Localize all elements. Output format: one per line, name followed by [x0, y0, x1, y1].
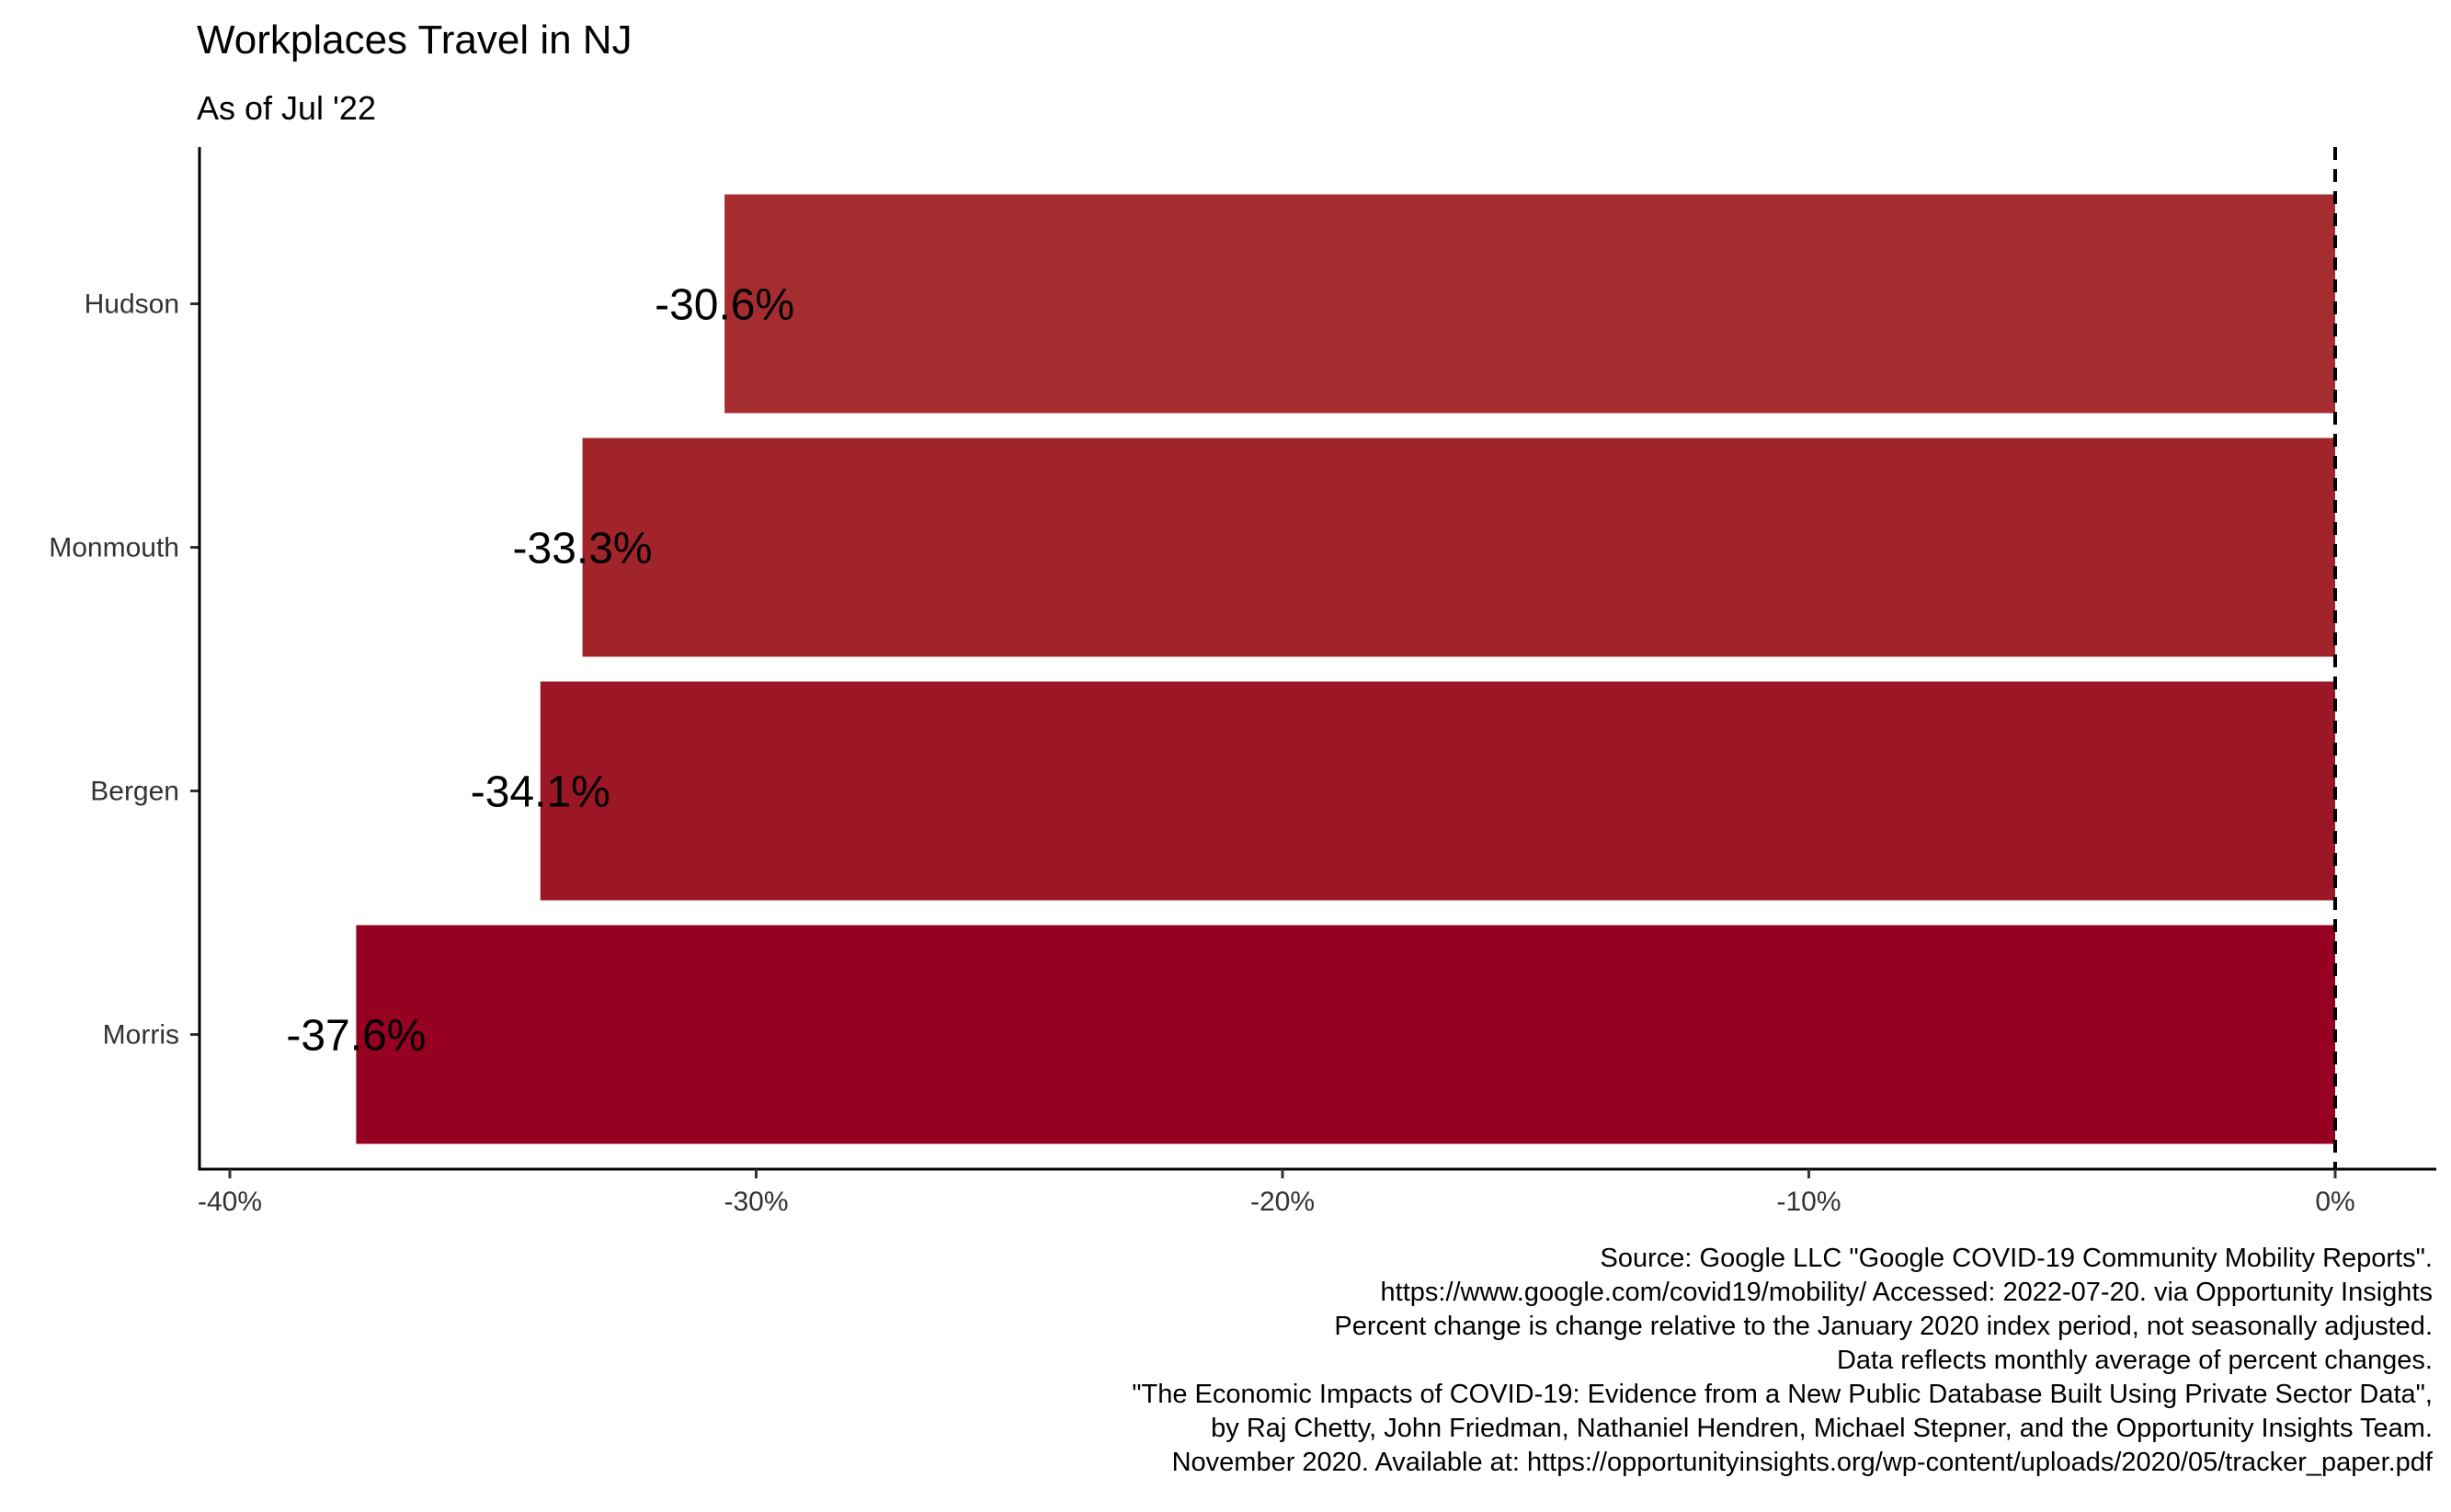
caption-line: by Raj Chetty, John Friedman, Nathaniel … [1211, 1414, 2433, 1443]
value-label-hudson: -30.6% [655, 281, 794, 330]
y-tick-label-bergen: Bergen [90, 777, 179, 807]
chart-subtitle: As of Jul '22 [197, 89, 376, 127]
bars-layer [356, 194, 2336, 1144]
caption: Source: Google LLC "Google COVID-19 Comm… [1132, 1244, 2434, 1477]
x-tick-label: -30% [724, 1187, 788, 1217]
y-tick-label-morris: Morris [103, 1020, 179, 1051]
x-tick-label: -40% [198, 1187, 262, 1217]
y-tick-label-monmouth: Monmouth [49, 533, 179, 563]
x-tick-label: -10% [1776, 1187, 1841, 1217]
bar-monmouth [582, 438, 2336, 657]
bar-morris [356, 925, 2336, 1144]
caption-line: Source: Google LLC "Google COVID-19 Comm… [1601, 1244, 2433, 1273]
y-tick-label-hudson: Hudson [85, 290, 179, 320]
value-label-monmouth: -33.3% [513, 525, 653, 574]
bar-hudson [724, 194, 2335, 414]
value-label-morris: -37.6% [286, 1012, 426, 1061]
axes-layer: Hudson Monmouth Bergen Morris -40% -30% -20% -1… [49, 147, 2436, 1217]
x-tick-label: -20% [1250, 1187, 1315, 1217]
bar-bergen [540, 681, 2335, 901]
value-labels-layer: -30.6% -33.3% -34.1% -37.6% [286, 281, 794, 1061]
caption-line: November 2020. Available at: https://opp… [1172, 1448, 2434, 1477]
caption-line: Data reflects monthly average of percent… [1837, 1346, 2433, 1375]
caption-line: "The Economic Impacts of COVID-19: Evide… [1132, 1380, 2433, 1409]
value-label-bergen: -34.1% [471, 768, 610, 817]
caption-line: Percent change is change relative to the… [1334, 1312, 2433, 1341]
caption-line: https://www.google.com/covid19/mobility/… [1381, 1278, 2433, 1307]
x-tick-label: 0% [2315, 1187, 2354, 1217]
chart-title: Workplaces Travel in NJ [197, 17, 633, 63]
